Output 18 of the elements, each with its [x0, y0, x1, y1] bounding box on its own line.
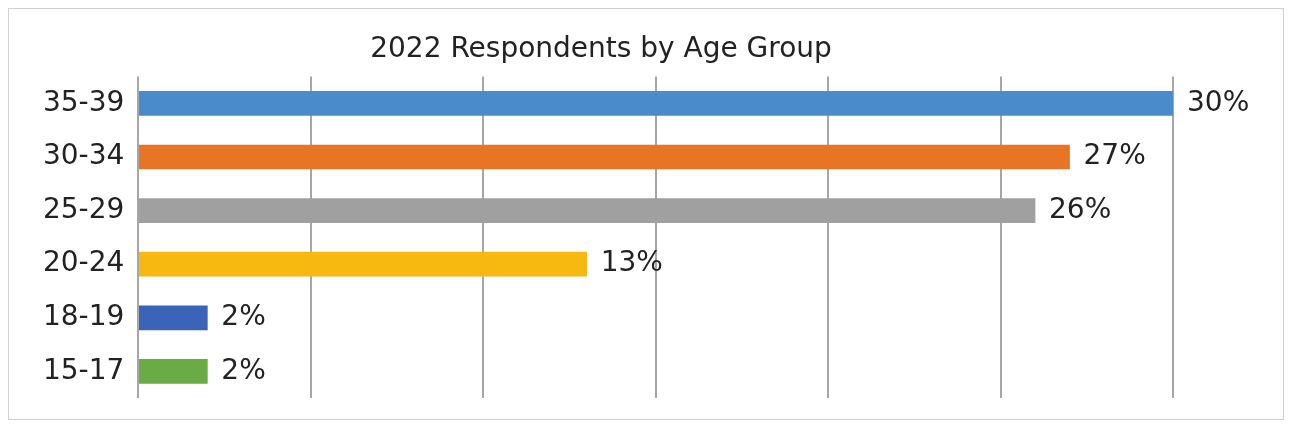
bar: [139, 91, 1173, 116]
data-label: 2%: [221, 299, 266, 333]
bar: [139, 305, 208, 331]
y-tick-label: 30-34: [42, 138, 125, 172]
data-label: 27%: [1083, 138, 1146, 172]
data-label: 13%: [600, 245, 663, 279]
bar: [139, 251, 588, 277]
data-label: 2%: [221, 352, 266, 386]
y-tick-label: 18-19: [42, 299, 125, 333]
y-tick-label: 35-39: [42, 84, 125, 118]
y-tick-label: 25-29: [42, 191, 125, 225]
chart-title: 2022 Respondents by Age Group: [370, 31, 832, 65]
bar: [139, 144, 1070, 170]
y-tick-label: 15-17: [42, 352, 125, 386]
data-label: 26%: [1049, 191, 1112, 225]
y-tick-label: 20-24: [42, 245, 125, 279]
data-label: 30%: [1187, 84, 1250, 118]
bar: [139, 359, 208, 384]
